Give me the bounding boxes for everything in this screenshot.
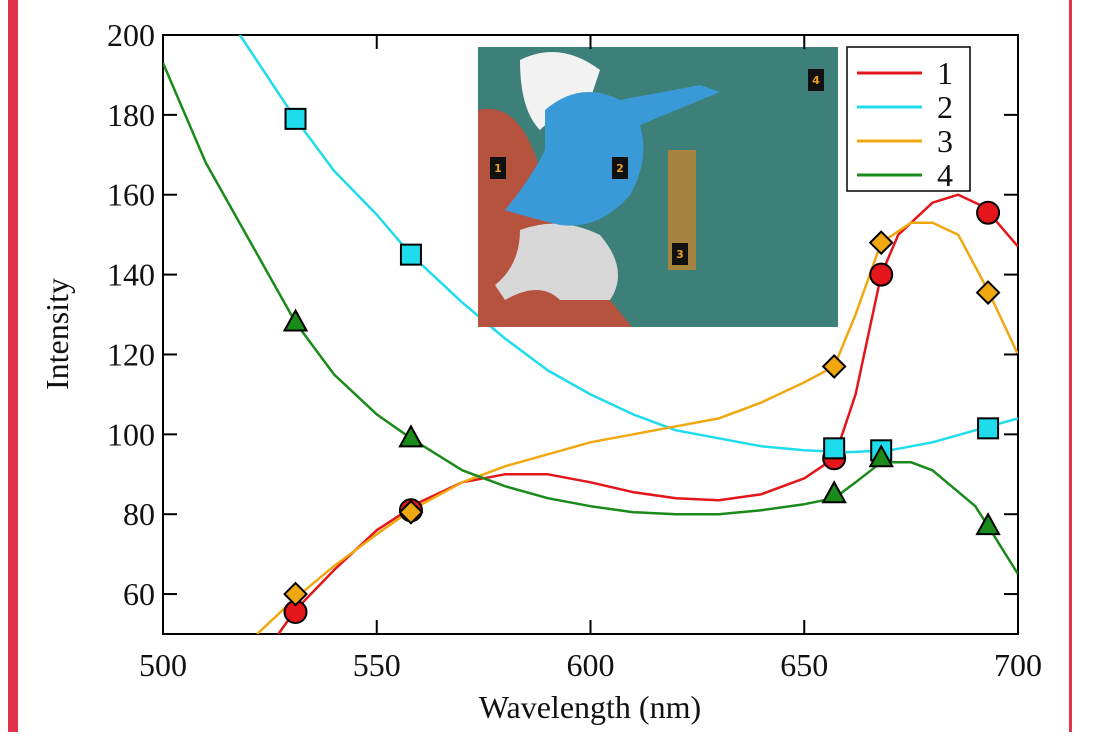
inset-white	[495, 223, 618, 300]
inset-label: 1	[494, 162, 502, 175]
marker	[821, 480, 847, 504]
y-tick-label: 80	[123, 496, 155, 532]
inset-tag	[672, 243, 688, 265]
marker	[398, 424, 424, 448]
inset-tag	[490, 157, 506, 179]
x-tick-label: 500	[139, 647, 187, 683]
frame-bar	[1069, 0, 1072, 732]
legend	[846, 46, 971, 192]
legend-label: 2	[937, 89, 953, 125]
inset-tag	[612, 157, 628, 179]
marker	[398, 499, 424, 525]
inset-label: 3	[676, 248, 684, 261]
y-tick-label: 60	[123, 576, 155, 612]
inset-smurf	[505, 85, 720, 226]
marker	[399, 243, 422, 266]
x-tick-label: 600	[567, 647, 615, 683]
markers	[282, 107, 1001, 625]
fit-curve	[256, 221, 1018, 634]
inset-tag	[808, 69, 824, 91]
marker	[975, 512, 1001, 536]
marker	[976, 200, 1001, 225]
y-tick-label: 140	[107, 257, 155, 293]
x-tick-label: 650	[780, 647, 828, 683]
legend-label: 1	[937, 55, 953, 91]
frame-bar	[8, 0, 18, 732]
legend-label: 3	[937, 123, 953, 159]
inset-image: 1 2 3 4	[478, 47, 838, 327]
y-tick-label: 120	[107, 336, 155, 372]
y-tick-label: 200	[107, 17, 155, 53]
marker	[282, 308, 309, 332]
y-tick-label: 160	[107, 177, 155, 213]
marker	[977, 417, 1000, 440]
x-tick-label: 700	[994, 647, 1042, 683]
marker	[869, 262, 894, 287]
y-tick-label: 180	[107, 97, 155, 133]
legend-label: 4	[937, 157, 953, 193]
marker	[823, 437, 846, 460]
inset-label: 4	[812, 74, 820, 87]
marker	[284, 107, 307, 130]
marker	[868, 230, 894, 256]
x-axis-label: Wavelength (nm)	[479, 689, 701, 725]
marker	[975, 280, 1001, 305]
inset-label: 2	[616, 162, 624, 175]
x-tick-label: 550	[353, 647, 401, 683]
inset-hat	[520, 52, 600, 130]
marker	[821, 354, 847, 379]
y-tick-label: 100	[107, 416, 155, 452]
marker	[283, 581, 308, 607]
marker	[868, 444, 894, 468]
fit-curve	[163, 62, 1018, 575]
y-axis-label: Intensity	[39, 278, 75, 390]
